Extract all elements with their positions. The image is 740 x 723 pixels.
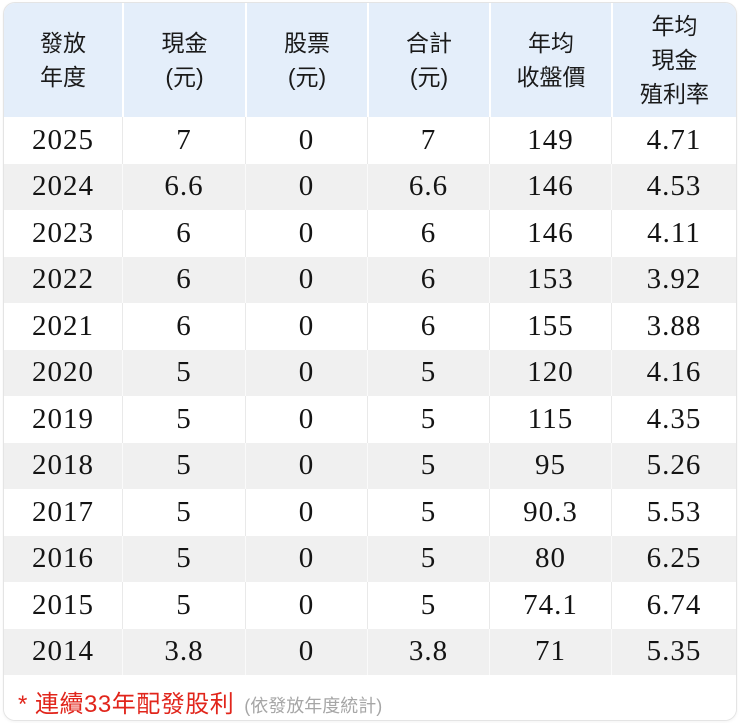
cell-total: 6 bbox=[367, 303, 489, 350]
cell-total: 6 bbox=[367, 256, 489, 303]
column-header-total: 合計 (元) bbox=[367, 3, 489, 117]
cell-avg-cash-yield: 4.11 bbox=[611, 210, 736, 257]
cell-cash: 5 bbox=[122, 535, 245, 582]
cell-stock: 0 bbox=[245, 396, 367, 443]
cell-year: 2018 bbox=[32, 449, 94, 482]
cell-total: 5 bbox=[367, 489, 489, 536]
cell-year: 2023 bbox=[32, 216, 94, 249]
column-header-year: 發放 年度 bbox=[40, 30, 86, 90]
cell-cash: 5 bbox=[122, 396, 245, 443]
cell-stock: 0 bbox=[245, 535, 367, 582]
table-row: 2018 5 0 5 95 5.26 bbox=[4, 442, 736, 489]
cell-cash: 5 bbox=[122, 349, 245, 396]
cell-avg-close: 120 bbox=[489, 349, 611, 396]
cell-stock: 0 bbox=[245, 442, 367, 489]
cell-total: 7 bbox=[367, 117, 489, 164]
cell-cash: 5 bbox=[122, 489, 245, 536]
cell-total: 5 bbox=[367, 582, 489, 629]
cell-total: 5 bbox=[367, 349, 489, 396]
cell-total: 3.8 bbox=[367, 628, 489, 675]
cell-total: 5 bbox=[367, 396, 489, 443]
cell-year: 2017 bbox=[32, 495, 94, 528]
cell-avg-close: 95 bbox=[489, 442, 611, 489]
dividend-history-card: 發放 年度 現金 (元) 股票 (元) 合計 (元) 年均 收盤價 年均 現金 … bbox=[3, 2, 737, 721]
column-header-avg-close: 年均 收盤價 bbox=[489, 3, 611, 117]
cell-avg-close: 80 bbox=[489, 535, 611, 582]
cell-year: 2022 bbox=[32, 263, 94, 296]
cell-avg-close: 155 bbox=[489, 303, 611, 350]
cell-avg-cash-yield: 6.74 bbox=[611, 582, 736, 629]
cell-stock: 0 bbox=[245, 117, 367, 164]
cell-stock: 0 bbox=[245, 349, 367, 396]
column-header-stock: 股票 (元) bbox=[245, 3, 367, 117]
cell-cash: 6 bbox=[122, 303, 245, 350]
table-row: 2016 5 0 5 80 6.25 bbox=[4, 535, 736, 582]
cell-total: 5 bbox=[367, 442, 489, 489]
cell-total: 6 bbox=[367, 210, 489, 257]
table-body: 2025 7 0 7 149 4.71 2024 6.6 0 6.6 146 4.53 2023 6 0 6 1… bbox=[4, 117, 736, 675]
cell-total: 5 bbox=[367, 535, 489, 582]
table-row: 2021 6 0 6 155 3.88 bbox=[4, 303, 736, 350]
cell-stock: 0 bbox=[245, 256, 367, 303]
cell-year: 2016 bbox=[32, 542, 94, 575]
table-row: 2019 5 0 5 115 4.35 bbox=[4, 396, 736, 443]
cell-cash: 5 bbox=[122, 442, 245, 489]
cell-year: 2015 bbox=[32, 588, 94, 621]
cell-year: 2019 bbox=[32, 402, 94, 435]
cell-avg-close: 146 bbox=[489, 210, 611, 257]
cell-stock: 0 bbox=[245, 163, 367, 210]
cell-cash: 3.8 bbox=[122, 628, 245, 675]
cell-year: 2024 bbox=[32, 170, 94, 203]
table-row: 2024 6.6 0 6.6 146 4.53 bbox=[4, 163, 736, 210]
cell-avg-close: 90.3 bbox=[489, 489, 611, 536]
cell-stock: 0 bbox=[245, 303, 367, 350]
cell-avg-close: 74.1 bbox=[489, 582, 611, 629]
cell-avg-cash-yield: 5.53 bbox=[611, 489, 736, 536]
cell-avg-cash-yield: 6.25 bbox=[611, 535, 736, 582]
table-row: 2022 6 0 6 153 3.92 bbox=[4, 256, 736, 303]
column-header-cash: 現金 (元) bbox=[122, 3, 245, 117]
cell-avg-close: 146 bbox=[489, 163, 611, 210]
cell-stock: 0 bbox=[245, 489, 367, 536]
cell-avg-close: 149 bbox=[489, 117, 611, 164]
cell-stock: 0 bbox=[245, 582, 367, 629]
cell-avg-close: 115 bbox=[489, 396, 611, 443]
table-footnote: * 連續33年配發股利 (依發放年度統計) bbox=[4, 675, 736, 720]
cell-year: 2021 bbox=[32, 309, 94, 342]
table-row: 2017 5 0 5 90.3 5.53 bbox=[4, 489, 736, 536]
cell-year: 2025 bbox=[32, 123, 94, 156]
cell-stock: 0 bbox=[245, 210, 367, 257]
cell-avg-cash-yield: 5.26 bbox=[611, 442, 736, 489]
cell-avg-cash-yield: 5.35 bbox=[611, 628, 736, 675]
cell-cash: 6.6 bbox=[122, 163, 245, 210]
cell-avg-cash-yield: 4.53 bbox=[611, 163, 736, 210]
cell-year: 2014 bbox=[32, 635, 94, 668]
table-row: 2025 7 0 7 149 4.71 bbox=[4, 117, 736, 164]
footnote-basis: (依發放年度統計) bbox=[244, 696, 383, 716]
cell-cash: 6 bbox=[122, 256, 245, 303]
cell-stock: 0 bbox=[245, 628, 367, 675]
cell-avg-close: 153 bbox=[489, 256, 611, 303]
dividend-streak-note: * 連續33年配發股利 bbox=[18, 691, 235, 718]
cell-avg-cash-yield: 4.71 bbox=[611, 117, 736, 164]
cell-avg-cash-yield: 3.92 bbox=[611, 256, 736, 303]
table-row: 2014 3.8 0 3.8 71 5.35 bbox=[4, 628, 736, 675]
table-row: 2023 6 0 6 146 4.11 bbox=[4, 210, 736, 257]
cell-cash: 6 bbox=[122, 210, 245, 257]
cell-avg-cash-yield: 4.16 bbox=[611, 349, 736, 396]
column-header-avg-cash-yield: 年均 現金 殖利率 bbox=[611, 3, 736, 117]
cell-total: 6.6 bbox=[367, 163, 489, 210]
cell-avg-close: 71 bbox=[489, 628, 611, 675]
cell-year: 2020 bbox=[32, 356, 94, 389]
table-header: 發放 年度 現金 (元) 股票 (元) 合計 (元) 年均 收盤價 年均 現金 … bbox=[4, 3, 736, 117]
cell-cash: 5 bbox=[122, 582, 245, 629]
cell-avg-cash-yield: 4.35 bbox=[611, 396, 736, 443]
cell-avg-cash-yield: 3.88 bbox=[611, 303, 736, 350]
table-row: 2015 5 0 5 74.1 6.74 bbox=[4, 582, 736, 629]
cell-cash: 7 bbox=[122, 117, 245, 164]
table-row: 2020 5 0 5 120 4.16 bbox=[4, 349, 736, 396]
